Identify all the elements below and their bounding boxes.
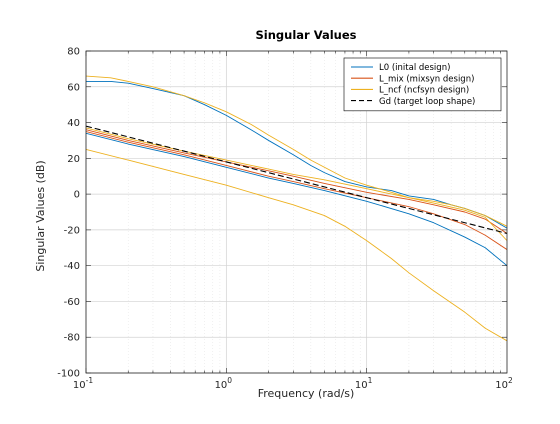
legend: L0 (inital design)L_mix (mixsyn design) L… bbox=[343, 57, 502, 112]
x-tick-base: 10 bbox=[215, 380, 228, 391]
y-tick-label: 40 bbox=[67, 118, 80, 129]
y-tick-label: -100 bbox=[57, 369, 80, 380]
plot-frame bbox=[85, 50, 508, 374]
y-tick-label: -20 bbox=[64, 225, 80, 236]
x-tick-base: 10 bbox=[73, 380, 86, 391]
x-tick-label: 101 bbox=[355, 376, 373, 391]
series-line-l0-0 bbox=[86, 80, 507, 229]
series-line-l-ncf-4 bbox=[86, 75, 507, 227]
series-line-l-ncf-5 bbox=[86, 148, 507, 342]
x-tick-exponent: -1 bbox=[86, 376, 94, 385]
y-tick-label: 60 bbox=[67, 82, 80, 93]
y-axis-label: Singular Values (dB) bbox=[34, 160, 47, 271]
x-tick-exponent: 2 bbox=[508, 376, 513, 385]
x-tick-exponent: 0 bbox=[227, 376, 232, 385]
x-tick-label: 102 bbox=[495, 376, 513, 391]
series-layer bbox=[86, 75, 507, 342]
y-tick-label: -80 bbox=[64, 333, 80, 344]
series-line-gd-7 bbox=[86, 125, 507, 235]
x-tick-base: 10 bbox=[355, 380, 368, 391]
y-tick-label: 0 bbox=[74, 190, 80, 201]
legend-label: L_mix (mixsyn design) bbox=[379, 74, 474, 84]
y-tick-label: -60 bbox=[64, 297, 80, 308]
series-line-l0-1 bbox=[86, 132, 507, 267]
y-tick-label: -40 bbox=[64, 261, 80, 272]
x-tick-base: 10 bbox=[495, 380, 508, 391]
legend-label: L0 (inital design) bbox=[379, 63, 450, 73]
x-tick-label: 100 bbox=[215, 376, 233, 391]
x-tick-exponent: 1 bbox=[368, 376, 373, 385]
legend-label: Gd (target loop shape) bbox=[379, 97, 475, 107]
legend-label: L_ncf (ncfsyn design) bbox=[379, 86, 469, 96]
series-line-l-mix-2 bbox=[86, 129, 507, 234]
y-tick-label: 80 bbox=[67, 47, 80, 58]
series-line-l-mix-3 bbox=[86, 131, 507, 250]
y-tick-label: 20 bbox=[67, 154, 80, 165]
x-axis-label: Frequency (rad/s) bbox=[258, 387, 355, 400]
chart-title: Singular Values bbox=[255, 28, 356, 42]
x-tick-label: 10-1 bbox=[73, 376, 93, 391]
